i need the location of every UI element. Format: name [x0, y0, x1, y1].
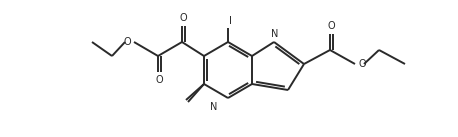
Text: O: O	[155, 75, 163, 85]
Text: O: O	[123, 37, 131, 47]
Text: I: I	[229, 16, 231, 26]
Text: N: N	[271, 29, 278, 39]
Text: O: O	[358, 59, 366, 69]
Text: N: N	[210, 102, 218, 112]
Text: O: O	[179, 13, 187, 23]
Text: O: O	[327, 21, 335, 31]
